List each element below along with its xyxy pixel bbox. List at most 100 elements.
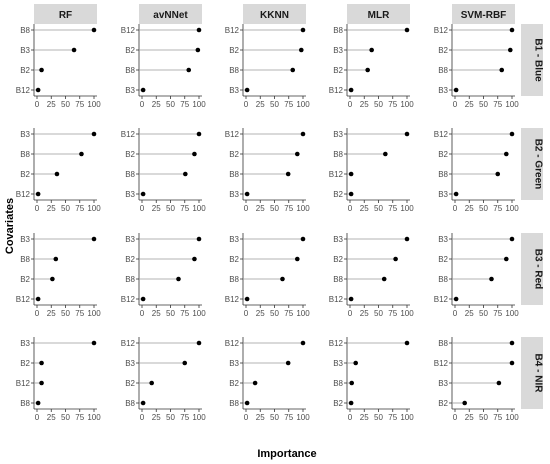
y-tick-label: B2: [125, 150, 135, 159]
lollipop-point: [509, 360, 515, 366]
x-tick-label: 100: [87, 413, 101, 422]
x-tick-label: 75: [180, 204, 189, 213]
x-tick-label: 100: [87, 204, 101, 213]
x-tick-label: 50: [166, 413, 175, 422]
y-tick-label: B2: [20, 170, 30, 179]
x-tick-label: 0: [348, 309, 353, 318]
y-tick-label: B12: [329, 170, 344, 179]
column-strip: [139, 4, 202, 24]
y-tick-label: B8: [125, 66, 135, 75]
column-strip: [34, 4, 97, 24]
y-tick-label: B8: [20, 26, 30, 35]
row-strip-label: B3 - Red: [533, 249, 544, 290]
lollipop-point: [196, 131, 202, 137]
x-tick-label: 75: [75, 413, 84, 422]
y-tick-label: B8: [333, 26, 343, 35]
x-tick-label: 75: [493, 309, 502, 318]
lollipop-point: [244, 296, 250, 302]
lollipop-point: [195, 47, 201, 53]
panel: 0 25 50 75 100 B3 B2 B12 B8: [16, 337, 101, 422]
x-tick-label: 0: [35, 413, 40, 422]
column-strip-label: KKNN: [260, 10, 289, 21]
lollipop-point: [453, 87, 459, 93]
panel: 0 25 50 75 100 B3 B2 B8 B12: [434, 233, 519, 318]
x-tick-label: 25: [360, 309, 369, 318]
y-tick-label: B2: [125, 255, 135, 264]
x-tick-label: 0: [453, 100, 458, 109]
x-tick-label: 75: [75, 204, 84, 213]
x-tick-label: 100: [192, 204, 206, 213]
panel: 0 25 50 75 100 B3 B2 B8 B12: [225, 233, 310, 318]
x-tick-label: 50: [374, 204, 383, 213]
lollipop-point: [35, 191, 41, 197]
lollipop-point: [39, 67, 44, 73]
x-tick-label: 25: [256, 100, 265, 109]
x-tick-label: 0: [140, 309, 145, 318]
lollipop-point: [496, 380, 502, 386]
lollipop-point: [495, 171, 501, 177]
row-strip: [521, 128, 543, 200]
y-tick-label: B8: [229, 399, 239, 408]
lollipop-point: [462, 400, 467, 406]
y-tick-label: B12: [329, 295, 344, 304]
lollipop-point: [91, 131, 97, 137]
y-tick-label: B2: [438, 399, 448, 408]
lollipop-point: [393, 256, 398, 262]
lollipop-point: [140, 296, 146, 302]
y-tick-label: B8: [333, 379, 343, 388]
lollipop-point: [453, 191, 459, 197]
y-tick-label: B2: [229, 379, 239, 388]
lollipop-point: [509, 236, 515, 242]
y-tick-label: B3: [333, 130, 343, 139]
row-strip-label: B1 - Blue: [533, 38, 544, 82]
x-tick-label: 100: [296, 309, 310, 318]
x-tick-label: 50: [479, 100, 488, 109]
y-tick-label: B3: [438, 86, 448, 95]
x-tick-label: 100: [87, 100, 101, 109]
lollipop-point: [509, 131, 515, 137]
lollipop-point: [285, 171, 291, 177]
lollipop-point: [50, 276, 55, 282]
x-tick-label: 75: [493, 413, 502, 422]
x-tick-label: 100: [192, 413, 206, 422]
lollipop-point: [504, 151, 509, 157]
y-tick-label: B12: [16, 86, 31, 95]
y-tick-label: B3: [20, 339, 30, 348]
lollipop-point: [404, 27, 410, 33]
x-tick-label: 25: [47, 413, 56, 422]
column-strip-label: MLR: [368, 10, 390, 21]
x-tick-label: 100: [87, 309, 101, 318]
lollipop-point: [280, 276, 285, 282]
y-tick-label: B3: [333, 235, 343, 244]
x-tick-label: 0: [244, 309, 249, 318]
x-tick-label: 75: [75, 100, 84, 109]
lollipop-point: [499, 67, 505, 73]
y-tick-label: B3: [438, 379, 448, 388]
y-tick-label: B8: [20, 255, 30, 264]
y-tick-label: B2: [333, 399, 343, 408]
x-tick-label: 0: [348, 204, 353, 213]
panel: 0 25 50 75 100 B12 B2 B8 B3: [225, 128, 310, 213]
lollipop-point: [348, 191, 354, 197]
lollipop-point: [192, 256, 197, 262]
y-tick-label: B8: [20, 399, 30, 408]
y-tick-label: B3: [229, 86, 239, 95]
lollipop-point: [295, 256, 300, 262]
lollipop-point: [290, 67, 296, 73]
y-tick-label: B3: [333, 359, 343, 368]
y-tick-label: B2: [229, 255, 239, 264]
y-tick-label: B12: [16, 379, 31, 388]
x-tick-label: 75: [284, 413, 293, 422]
x-tick-label: 100: [400, 413, 414, 422]
x-tick-label: 50: [61, 413, 70, 422]
lollipop-point: [244, 400, 250, 406]
y-tick-label: B12: [225, 130, 240, 139]
y-tick-label: B2: [438, 150, 448, 159]
y-tick-label: B3: [125, 359, 135, 368]
y-tick-label: B3: [333, 46, 343, 55]
panel: 0 25 50 75 100 B12 B2 B8 B3: [434, 128, 519, 213]
lollipop-point: [348, 400, 354, 406]
panel: 0 25 50 75 100 B3 B2 B8 B12: [121, 233, 206, 318]
lollipop-point: [91, 27, 97, 33]
